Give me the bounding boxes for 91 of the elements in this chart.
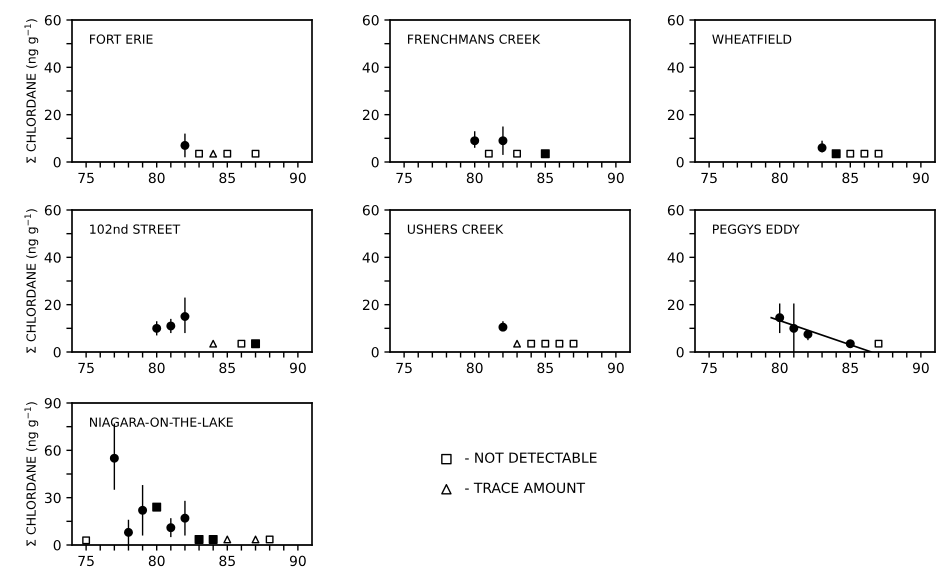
text: USHERS CREEK — [408, 224, 504, 234]
y-tick-label: 20 — [362, 110, 379, 120]
legend-label: - TRACE AMOUNT — [465, 482, 586, 494]
y-tick-label: 40 — [668, 62, 684, 73]
y-tick-label: 30 — [44, 492, 61, 504]
y-tick-label: 20 — [362, 300, 379, 310]
text: NIAGARA-ON-THE-LAKE — [90, 417, 233, 427]
x-tick-label: 85 — [537, 362, 553, 374]
point — [180, 312, 190, 321]
x-tick-label: 85 — [219, 172, 235, 184]
x-tick-label: 85 — [219, 556, 235, 566]
text: FRENCHMANS CREEK — [408, 34, 540, 44]
y-tick-label: 40 — [668, 252, 684, 263]
y-tick-label: 40 — [362, 252, 379, 263]
x-tick-label: 90 — [290, 556, 306, 566]
point — [180, 514, 190, 523]
x-tick-label: 90 — [290, 172, 306, 184]
y-tick-label: 20 — [668, 300, 684, 310]
text: WHEATFIELD — [712, 34, 792, 44]
y-tick-label: 0 — [372, 156, 379, 168]
legend-label: - NOT DETECTABLE — [465, 452, 597, 463]
point — [251, 339, 260, 348]
y-tick-label: 60 — [362, 14, 379, 26]
y-axis-title: Σ CHLORDANE (ng g$^{−1}$) — [24, 209, 38, 353]
x-tick-label: 80 — [772, 362, 788, 374]
y-tick-label: 20 — [668, 110, 684, 120]
x-tick-label: 75 — [78, 556, 94, 566]
y-tick-label: 40 — [44, 252, 61, 263]
x-tick-label: 75 — [701, 172, 717, 184]
x-tick-label: 75 — [701, 362, 717, 374]
y-tick-label: 60 — [668, 204, 684, 216]
y-axis-title: Σ CHLORDANE (ng g$^{−1}$) — [24, 402, 38, 546]
y-tick-label: 0 — [54, 156, 61, 168]
y-tick-label: 60 — [44, 445, 61, 456]
x-tick-label: 80 — [466, 172, 483, 184]
x-tick-label: 85 — [842, 172, 858, 184]
point — [266, 536, 274, 544]
text: FORT ERIE — [90, 34, 153, 44]
point — [252, 536, 260, 544]
x-tick-label: 80 — [148, 172, 165, 184]
x-tick-label: 90 — [290, 362, 306, 374]
point — [775, 313, 784, 322]
y-tick-label: 0 — [54, 540, 61, 550]
y-tick-label: 60 — [668, 14, 684, 26]
x-tick-label: 80 — [466, 362, 483, 374]
point — [237, 340, 246, 348]
point — [152, 502, 162, 512]
point — [209, 340, 218, 348]
y-tick-label: 20 — [44, 300, 61, 310]
x-tick-label: 75 — [396, 172, 412, 184]
x-tick-label: 90 — [608, 362, 624, 374]
point — [152, 324, 162, 333]
x-tick-label: 75 — [396, 362, 412, 374]
x-tick-label: 75 — [78, 362, 94, 374]
text: 102nd STREET — [90, 224, 180, 234]
text: PEGGYS EDDY — [713, 224, 800, 234]
point — [223, 536, 232, 544]
y-tick-label: 0 — [676, 156, 684, 168]
point — [208, 534, 218, 544]
x-tick-label: 85 — [842, 362, 858, 374]
y-tick-label: 60 — [44, 204, 61, 216]
point — [846, 339, 855, 348]
y-tick-label: 40 — [44, 62, 61, 73]
y-tick-label: 60 — [362, 204, 379, 216]
point — [124, 528, 133, 537]
point — [874, 340, 882, 348]
y-tick-label: 0 — [676, 346, 684, 358]
x-tick-label: 90 — [912, 362, 929, 374]
x-tick-label: 85 — [537, 172, 553, 184]
x-tick-label: 80 — [772, 172, 788, 184]
y-tick-label: 20 — [44, 110, 61, 120]
point — [166, 321, 176, 330]
point — [82, 536, 90, 544]
x-tick-label: 85 — [219, 362, 235, 374]
y-axis-title: Σ CHLORDANE (ng g$^{−1}$) — [24, 19, 38, 163]
y-tick-label: 40 — [362, 62, 379, 73]
point — [789, 324, 798, 333]
x-tick-label: 90 — [608, 172, 624, 184]
x-tick-label: 80 — [148, 556, 165, 566]
y-tick-label: 90 — [44, 398, 61, 408]
x-tick-label: 75 — [78, 172, 94, 184]
y-tick-label: 0 — [372, 346, 379, 358]
x-tick-label: 80 — [148, 362, 165, 374]
point — [166, 523, 176, 532]
x-tick-label: 90 — [912, 172, 929, 184]
y-tick-label: 0 — [54, 346, 61, 358]
point — [110, 454, 119, 463]
point — [803, 330, 812, 339]
point — [194, 534, 204, 544]
y-tick-label: 60 — [44, 14, 61, 26]
point — [138, 506, 148, 515]
